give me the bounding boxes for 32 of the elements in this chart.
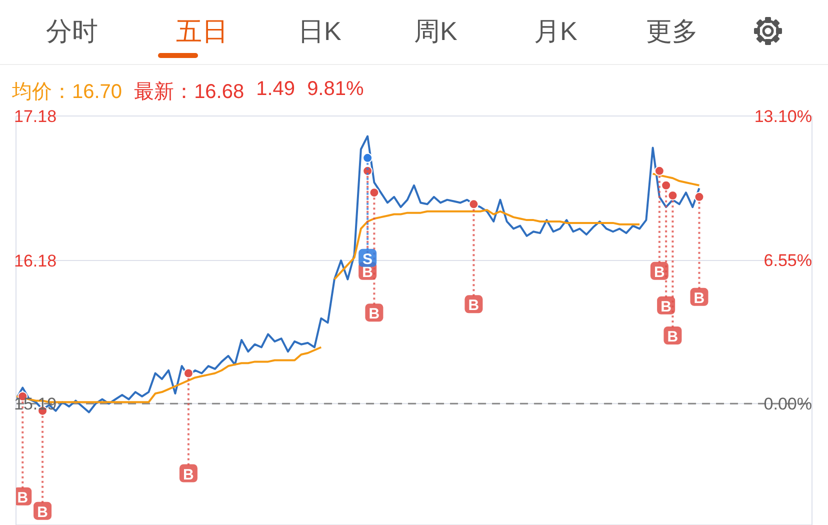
data-label: B	[694, 290, 705, 307]
text: 9.81%	[307, 78, 364, 102]
text: 月K	[534, 15, 578, 48]
data-label: B	[660, 298, 672, 316]
y2-tick-label: 6.55%	[764, 250, 812, 270]
point	[668, 190, 678, 200]
data-label: B	[654, 264, 666, 281]
data-label: B	[667, 328, 678, 346]
data-label: B	[183, 466, 194, 484]
text: 最新：16.68	[134, 80, 244, 105]
point	[183, 368, 194, 378]
text: 五日	[176, 15, 228, 48]
point	[654, 166, 664, 176]
text: 更多	[646, 15, 698, 48]
text: 周K	[414, 15, 458, 48]
text: 日K	[298, 15, 342, 48]
y-tick-label: 17.18	[14, 107, 57, 126]
point	[369, 188, 380, 198]
point	[362, 152, 373, 163]
text: 分时	[46, 15, 98, 48]
text: 1.49	[256, 78, 296, 102]
data-label: B	[468, 297, 480, 314]
y2-tick-label: 0.00%	[764, 394, 812, 414]
y2-tick-label: 13.10%	[754, 107, 812, 126]
point	[661, 180, 672, 190]
text: 均价：16.70	[12, 80, 122, 105]
point	[694, 192, 704, 202]
data-label: B	[17, 489, 28, 506]
data-label: B	[37, 504, 48, 521]
data-label: B	[368, 306, 380, 323]
point	[468, 199, 479, 210]
y-tick-label: 16.18	[14, 252, 57, 271]
